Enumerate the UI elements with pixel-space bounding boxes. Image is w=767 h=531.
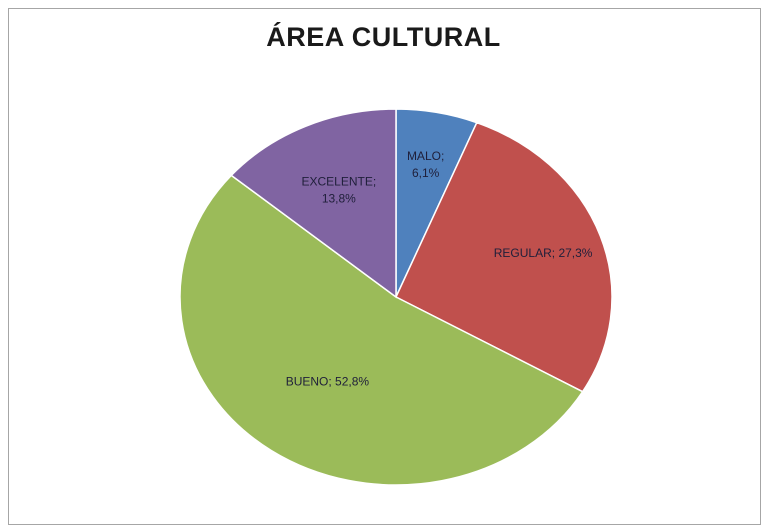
data-label-excelente: EXCELENTE; 13,8%	[301, 175, 376, 206]
pie-slice-regular	[395, 121, 613, 393]
data-label-malo: MALO; 6,1%	[407, 149, 444, 180]
data-label-bueno: BUENO; 52,8%	[286, 374, 370, 388]
pie-slice-excelente	[230, 108, 397, 299]
data-label-regular: REGULAR; 27,3%	[494, 246, 593, 260]
pie-slice-bueno	[179, 174, 584, 486]
chart-title: ÁREA CULTURAL	[266, 22, 501, 52]
